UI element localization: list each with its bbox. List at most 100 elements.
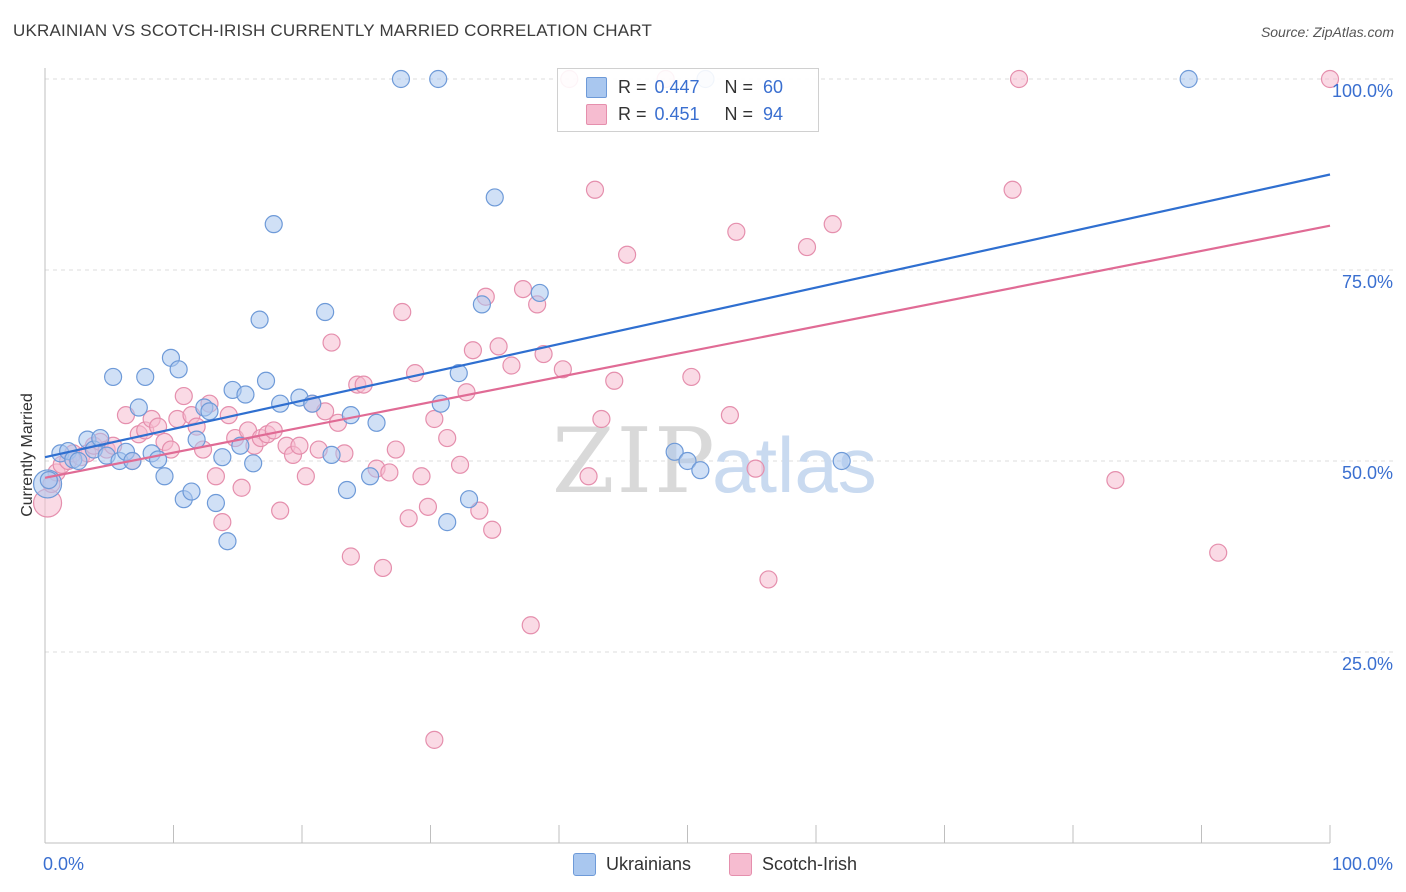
ukrainian-point (264, 215, 283, 234)
scotch-irish-point (618, 245, 637, 264)
ukrainian-point (206, 493, 226, 513)
scotch-irish-point (489, 337, 508, 356)
ukrainian-point (244, 454, 263, 473)
watermark-atlas: atlas (712, 421, 877, 509)
ukrainian-point (391, 69, 411, 89)
scotch-irish-point (727, 222, 746, 241)
sco-n-label: N = (724, 103, 754, 124)
ukrainians-stats: R = 0.447 N = 60 (618, 75, 783, 99)
axes (44, 68, 1331, 844)
scotch-irish-point (470, 501, 489, 520)
scotch-irish-point (1320, 69, 1340, 89)
scotch-irish-point (759, 570, 778, 589)
sco-r-label: R = (618, 103, 647, 124)
ukrainian-point (316, 302, 335, 322)
ukrainian-point (236, 385, 255, 404)
scotch-irish-point (682, 367, 701, 387)
ukrainian-point (250, 310, 269, 329)
scotch-irish-point (592, 409, 611, 429)
scotch-irish-point (213, 513, 232, 532)
ukrainian-point (69, 451, 88, 471)
ukrainian-point (665, 442, 684, 461)
ukrainian-point (449, 364, 468, 383)
ukrainian-point (431, 394, 450, 413)
ukrainian-point (213, 448, 232, 467)
scotch-irish-point (322, 333, 341, 352)
scotch-irish-point (534, 344, 553, 364)
ukrainian-point (200, 402, 219, 421)
scotch-irish-point (354, 375, 373, 394)
scotch-irish-point (373, 558, 393, 578)
scotch-irish-point (232, 478, 251, 497)
scotch-irish-point (579, 467, 598, 486)
ukrainian-point (438, 513, 457, 532)
y-tick-label: 100.0% (1332, 81, 1393, 101)
scotch-irish-point (386, 440, 405, 459)
ukrainian-point (218, 532, 237, 551)
legend-item-ukrainians[interactable]: Ukrainians (573, 852, 691, 876)
scotch-irish-point (463, 341, 483, 360)
scotch-irish-point (380, 463, 399, 482)
scotch-irish-point (585, 180, 605, 199)
scotch-irish-point (502, 356, 521, 375)
scotch-irish-point (399, 509, 418, 528)
y-tick-label: 50.0% (1342, 463, 1393, 483)
ukrainian-point (322, 445, 341, 464)
ukrainian-point (429, 69, 448, 89)
ukrainian-point (678, 451, 697, 471)
scotch-irish-point (438, 428, 457, 448)
tick-labels: 25.0% 50.0% 75.0% 100.0% 0.0% 100.0% (43, 81, 1393, 874)
ukrainian-point (91, 428, 110, 448)
ukrainian-points (32, 69, 1198, 551)
ukrainian-point (459, 490, 479, 509)
scotch-irish-point (341, 547, 360, 566)
scotch-irish-legend-swatch (729, 852, 752, 876)
ukrainian-point (39, 471, 58, 490)
scotch-irish-point (296, 467, 315, 486)
trend-lines (44, 173, 1331, 479)
scotch-irish-legend-label: Scotch-Irish (762, 853, 858, 874)
ukrainian-point (231, 436, 250, 455)
ukrainian-point (485, 188, 504, 207)
ukr-n-value: 60 (763, 76, 784, 97)
source-credit: Source: ZipAtlas.com (1260, 24, 1394, 40)
legend-item-scotch-irish[interactable]: Scotch-Irish (729, 852, 857, 876)
scotch-irish-point (797, 237, 817, 257)
scotch-irish-swatch (586, 104, 607, 125)
ukrainian-point (691, 461, 710, 480)
ukrainian-point (530, 283, 549, 303)
sco-n-value: 94 (763, 103, 784, 124)
ukr-r-label: R = (618, 76, 647, 97)
scotch-irish-point (290, 436, 309, 455)
ukrainian-trend-line (44, 173, 1331, 459)
scotch-irish-point (418, 497, 438, 516)
scotch-irish-point (1106, 471, 1125, 490)
scotch-irish-point (1209, 543, 1228, 562)
scotch-irish-point (605, 371, 624, 390)
x-tick-label: 100.0% (1332, 854, 1393, 874)
ukrainians-legend-swatch (573, 852, 596, 876)
scotch-irish-point (425, 730, 444, 749)
scotch-irish-point (553, 360, 572, 379)
scotch-irish-point (513, 280, 533, 299)
ukrainian-point (182, 482, 201, 501)
ukrainian-point (367, 413, 386, 432)
scotch-irish-point (521, 616, 540, 635)
scotch-irish-point (457, 383, 476, 402)
ukrainian-point (129, 398, 148, 417)
ukrainian-point (361, 467, 380, 486)
grid-lines (45, 78, 1395, 653)
scotch-irish-point (264, 421, 283, 440)
sco-r-value: 0.451 (654, 103, 700, 124)
scotch-irish-point (206, 467, 226, 486)
scotch-irish-point (425, 409, 444, 429)
ukrainian-point (472, 295, 491, 314)
ukrainians-legend-label: Ukrainians (606, 853, 692, 874)
scotch-irish-point (412, 467, 431, 486)
ukrainian-point (832, 451, 851, 471)
scotch-irish-point (174, 386, 193, 406)
x-tick-label: 0.0% (43, 854, 84, 874)
scotch-irish-point (450, 455, 470, 474)
scotch-irish-point (405, 364, 425, 383)
